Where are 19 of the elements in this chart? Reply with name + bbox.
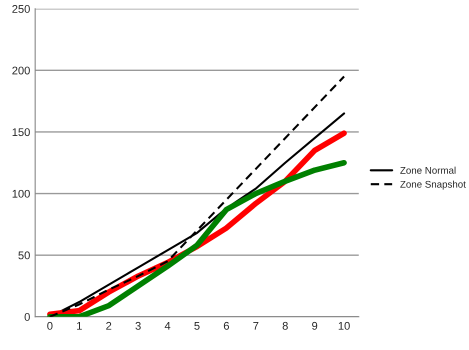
x-tick-label: 6	[224, 322, 229, 330]
legend-label: Zone Normal	[400, 166, 456, 174]
x-tick-label: 5	[194, 322, 200, 330]
x-tick-label: 0	[47, 322, 53, 330]
x-tick-label: 7	[253, 322, 258, 330]
y-tick-label: 0	[24, 313, 30, 321]
x-tick-label: 3	[135, 322, 141, 330]
x-tick-label: 2	[106, 322, 112, 330]
x-tick-label: 9	[312, 322, 318, 330]
x-tick-label: 10	[338, 322, 350, 330]
x-tick-label: 8	[282, 322, 288, 330]
x-tick-label: 1	[77, 322, 82, 330]
y-tick-label: 250	[12, 5, 30, 13]
y-tick-label: 50	[18, 251, 30, 260]
y-tick-label: 150	[12, 128, 30, 136]
y-tick-label: 200	[12, 66, 30, 74]
y-tick-label: 100	[12, 190, 30, 198]
legend-label: Zone Snapshot	[400, 180, 466, 190]
x-tick-label: 4	[164, 322, 170, 330]
